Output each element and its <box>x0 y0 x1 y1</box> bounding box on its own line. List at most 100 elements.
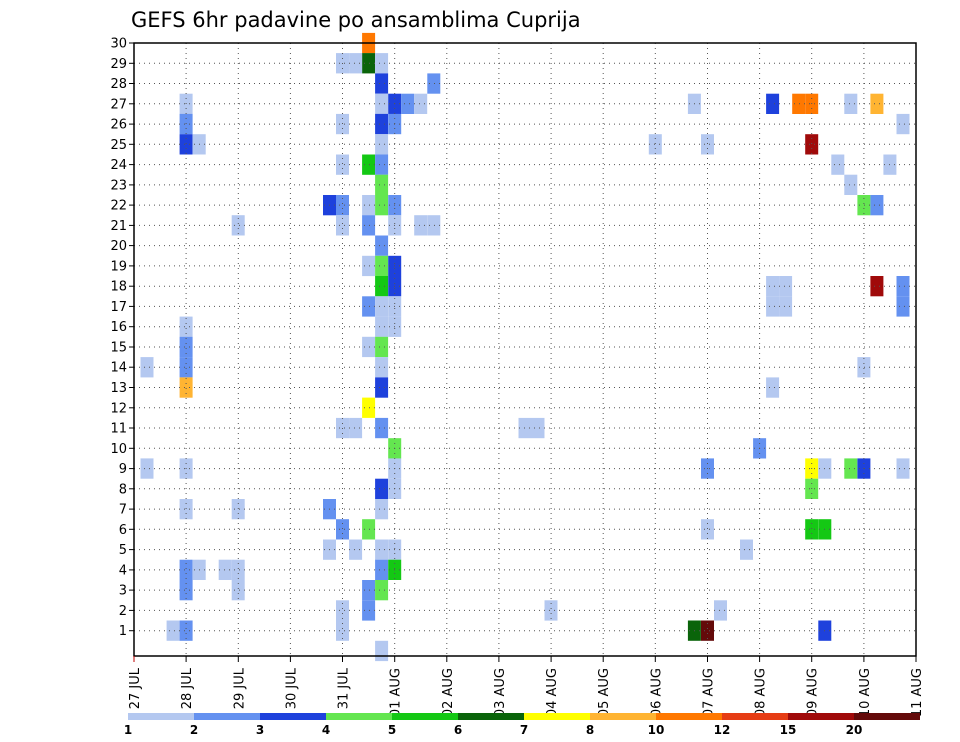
legend-swatch <box>722 713 788 720</box>
heatmap-cell <box>896 276 910 297</box>
heatmap-cell <box>766 296 780 317</box>
legend-label: 5 <box>388 723 396 737</box>
y-tick-label: 14 <box>110 361 127 376</box>
heatmap-cell <box>179 357 193 378</box>
legend-swatch <box>326 713 392 720</box>
x-tick-label: 05 AUG <box>597 668 612 717</box>
heatmap-cell <box>896 113 910 135</box>
legend-swatch <box>392 713 458 720</box>
heatmap-cell <box>714 600 727 621</box>
legend-swatch <box>524 713 590 720</box>
heatmap-cell <box>414 93 428 114</box>
heatmap-cell <box>362 255 376 277</box>
legend-label: 20 <box>846 723 863 737</box>
heatmap-cell <box>375 296 389 317</box>
legend-swatch <box>458 713 524 720</box>
y-tick-label: 20 <box>110 239 127 254</box>
heatmap-cell <box>531 417 545 439</box>
y-tick-label: 7 <box>119 503 127 518</box>
x-tick-label: 11 AUG <box>910 668 925 717</box>
heatmap-cell <box>375 255 389 277</box>
y-tick-label: 27 <box>110 97 127 112</box>
grid-lines <box>134 42 916 656</box>
y-tick-label: 19 <box>110 259 127 274</box>
heatmap-cell <box>544 600 558 621</box>
y-tick-label: 8 <box>119 482 127 497</box>
heatmap-cell <box>375 195 389 216</box>
legend-label: 12 <box>714 723 731 737</box>
x-tick-label: 30 JUL <box>284 667 299 709</box>
legend-label: 4 <box>322 723 330 737</box>
heatmap-cell <box>766 93 780 114</box>
plot-frame <box>133 42 917 657</box>
heatmap-cell <box>362 519 376 540</box>
y-tick-label: 15 <box>110 341 127 356</box>
x-tick-label: 03 AUG <box>493 668 508 717</box>
heatmap-cell <box>231 580 245 601</box>
y-tick-label: 24 <box>110 158 127 173</box>
heatmap-cell <box>375 559 389 580</box>
heatmap-cell <box>362 580 376 601</box>
heatmap-cell <box>362 154 376 175</box>
heatmap-cell <box>701 519 714 540</box>
heatmap-cell <box>231 559 245 580</box>
y-tick-label: 5 <box>119 543 127 558</box>
heatmap-cell <box>740 539 753 560</box>
heatmap-cell <box>701 134 714 155</box>
x-tick-label: 29 JUL <box>232 667 247 709</box>
heatmap-cell <box>792 93 806 114</box>
heatmap-cell <box>375 53 389 74</box>
heatmap-cell <box>179 620 193 641</box>
heatmap-cell <box>375 134 389 155</box>
x-axis-ticks: 27 JUL 28 JUL 29 JUL 30 JUL 31 JUL 01 AUG 02 A… <box>128 656 925 717</box>
y-tick-label: 30 <box>110 37 127 52</box>
heatmap-cell <box>375 73 389 94</box>
heatmap-cell <box>336 113 349 135</box>
heatmap-cell <box>896 458 910 479</box>
heatmap-cell <box>870 276 884 297</box>
heatmap-cell <box>231 215 245 236</box>
heatmap-cell <box>831 154 845 175</box>
legend-label: 7 <box>520 723 528 737</box>
heatmap-cell <box>414 215 428 236</box>
legend-label: 15 <box>780 723 797 737</box>
y-tick-label: 18 <box>110 280 127 295</box>
heatmap-cell <box>336 620 349 641</box>
heatmap-cell <box>166 620 180 641</box>
heatmap-cell <box>179 134 193 155</box>
heatmap-cell <box>362 336 376 358</box>
x-tick-label: 10 AUG <box>858 668 873 717</box>
y-tick-label: 1 <box>119 624 127 639</box>
heatmap-cell <box>349 539 363 560</box>
chart-title: GEFS 6hr padavine po ansamblima Cuprija <box>131 8 581 32</box>
x-tick-label: 27 JUL <box>128 667 143 709</box>
heatmap-cell <box>336 195 349 216</box>
y-tick-label: 21 <box>110 219 127 234</box>
legend-label: 1 <box>124 723 132 737</box>
heatmap-cell <box>375 580 389 601</box>
heatmap-cell <box>870 93 884 114</box>
y-tick-label: 23 <box>110 178 127 193</box>
heatmap-cell <box>375 113 389 135</box>
heatmap-cell <box>336 215 349 236</box>
legend-label: 10 <box>648 723 665 737</box>
heatmap-cell <box>179 377 193 398</box>
legend-swatch <box>656 713 722 720</box>
heatmap-cell <box>375 640 389 662</box>
heatmap-cell <box>140 357 154 378</box>
heatmap-cell <box>179 499 193 520</box>
heatmap-cell <box>179 316 193 337</box>
heatmap-cell <box>375 276 389 297</box>
x-tick-label: 01 AUG <box>389 668 404 717</box>
heatmap-cell <box>362 397 376 418</box>
heatmap-cell <box>336 600 349 621</box>
legend-swatch <box>194 713 260 720</box>
y-tick-label: 4 <box>119 563 127 578</box>
heatmap-cell <box>766 276 780 297</box>
heatmap-cell <box>362 53 376 74</box>
legend-swatch <box>128 713 194 720</box>
heatmap-cell <box>336 154 349 175</box>
heatmap-cell <box>844 93 858 114</box>
heatmap-cell <box>375 377 389 398</box>
